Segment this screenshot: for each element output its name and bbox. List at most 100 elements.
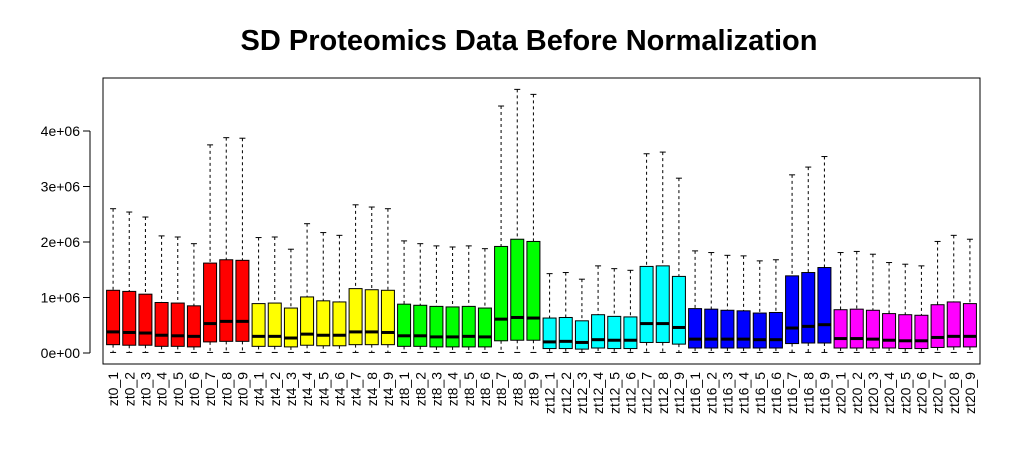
box-iqr bbox=[623, 316, 638, 350]
x-tick-label: zt8_2 bbox=[412, 372, 428, 406]
box-iqr bbox=[946, 301, 961, 348]
x-tick-label: zt4_4 bbox=[299, 372, 315, 406]
box-zt16_1 bbox=[688, 250, 703, 353]
box-zt8_7 bbox=[494, 105, 509, 353]
box-iqr bbox=[671, 275, 686, 345]
plot-frame bbox=[102, 77, 981, 365]
x-tick-label: zt16_4 bbox=[736, 372, 752, 414]
box-zt0_3 bbox=[138, 216, 153, 353]
box-zt16_9 bbox=[817, 156, 832, 353]
box-iqr bbox=[607, 315, 622, 350]
x-tick-label: zt16_5 bbox=[752, 372, 768, 414]
box-iqr bbox=[235, 259, 250, 342]
box-iqr bbox=[429, 305, 444, 348]
x-tick-label: zt12_6 bbox=[622, 372, 638, 414]
x-tick-label: zt4_2 bbox=[267, 372, 283, 406]
x-tick-label: zt0_7 bbox=[202, 372, 218, 406]
box-zt8_4 bbox=[445, 246, 460, 353]
x-tick-label: zt16_8 bbox=[800, 372, 816, 414]
box-iqr bbox=[300, 296, 315, 346]
box-iqr bbox=[106, 289, 121, 346]
box-zt20_8 bbox=[946, 234, 961, 353]
box-iqr bbox=[849, 308, 864, 349]
box-iqr bbox=[445, 306, 460, 348]
box-zt0_1 bbox=[106, 208, 121, 353]
x-tick-label: zt20_8 bbox=[946, 372, 962, 414]
x-tick-label: zt8_5 bbox=[461, 372, 477, 406]
box-iqr bbox=[704, 308, 719, 349]
x-tick-label: zt12_7 bbox=[639, 372, 655, 414]
box-zt8_8 bbox=[510, 88, 525, 353]
x-tick-label: zt0_8 bbox=[218, 372, 234, 406]
box-iqr bbox=[397, 303, 412, 347]
box-zt20_5 bbox=[898, 263, 913, 353]
x-tick-label: zt12_9 bbox=[671, 372, 687, 414]
box-zt8_2 bbox=[413, 243, 428, 353]
box-zt12_6 bbox=[623, 269, 638, 353]
box-iqr bbox=[639, 265, 654, 343]
box-zt16_3 bbox=[720, 254, 735, 353]
x-tick-label: zt4_6 bbox=[331, 372, 347, 406]
x-tick-label: zt4_1 bbox=[251, 372, 267, 406]
box-iqr bbox=[461, 305, 476, 348]
x-tick-label: zt4_9 bbox=[380, 372, 396, 406]
x-tick-label: zt4_5 bbox=[315, 372, 331, 406]
x-tick-label: zt12_5 bbox=[606, 372, 622, 414]
x-tick-label: zt12_4 bbox=[590, 372, 606, 414]
box-zt20_4 bbox=[882, 262, 897, 353]
boxes bbox=[106, 88, 977, 353]
box-iqr bbox=[930, 304, 945, 348]
box-zt4_7 bbox=[348, 204, 363, 353]
box-iqr bbox=[477, 307, 492, 348]
y-tick-label: 2e+06 bbox=[41, 234, 81, 250]
box-zt4_1 bbox=[251, 237, 266, 353]
x-tick-label: zt12_2 bbox=[558, 372, 574, 414]
box-zt16_2 bbox=[704, 252, 719, 353]
y-tick-label: 4e+06 bbox=[41, 123, 81, 139]
box-zt0_4 bbox=[154, 235, 169, 353]
box-iqr bbox=[251, 303, 266, 347]
x-tick-label: zt16_9 bbox=[816, 372, 832, 414]
box-zt4_5 bbox=[316, 232, 331, 353]
x-tick-label: zt0_1 bbox=[105, 372, 121, 406]
box-iqr bbox=[801, 272, 816, 344]
y-tick-label: 1e+06 bbox=[41, 290, 81, 306]
x-tick-label: zt12_8 bbox=[655, 372, 671, 414]
box-iqr bbox=[574, 320, 589, 350]
box-iqr bbox=[203, 262, 218, 343]
box-zt4_2 bbox=[267, 236, 282, 353]
x-tick-label: zt8_7 bbox=[493, 372, 509, 406]
box-iqr bbox=[768, 311, 783, 349]
x-tick-label: zt20_9 bbox=[962, 372, 978, 414]
box-zt0_5 bbox=[170, 236, 185, 353]
x-tick-label: zt0_9 bbox=[234, 372, 250, 406]
x-tick-label: zt0_2 bbox=[121, 372, 137, 406]
x-tick-label: zt0_6 bbox=[186, 372, 202, 406]
box-iqr bbox=[267, 302, 282, 347]
x-tick-label: zt12_1 bbox=[542, 372, 558, 414]
box-zt0_7 bbox=[203, 144, 218, 353]
box-zt0_8 bbox=[219, 137, 234, 353]
box-zt12_4 bbox=[591, 265, 606, 353]
x-tick-label: zt16_6 bbox=[768, 372, 784, 414]
box-iqr bbox=[494, 245, 509, 342]
box-zt8_3 bbox=[429, 245, 444, 353]
box-zt12_8 bbox=[655, 151, 670, 353]
box-iqr bbox=[558, 316, 573, 350]
box-zt12_9 bbox=[671, 177, 686, 353]
box-zt4_6 bbox=[332, 234, 347, 353]
box-iqr bbox=[720, 309, 735, 349]
box-zt12_7 bbox=[639, 153, 654, 353]
x-tick-label: zt8_9 bbox=[525, 372, 541, 406]
box-zt0_2 bbox=[122, 211, 137, 353]
x-tick-label: zt20_6 bbox=[913, 372, 929, 414]
box-iqr bbox=[219, 259, 234, 342]
box-iqr bbox=[380, 289, 395, 346]
box-zt0_6 bbox=[186, 243, 201, 353]
x-tick-label: zt0_4 bbox=[154, 372, 170, 406]
box-zt20_7 bbox=[930, 240, 945, 353]
box-iqr bbox=[833, 309, 848, 349]
box-zt8_9 bbox=[526, 93, 541, 353]
box-iqr bbox=[122, 290, 137, 346]
x-tick-label: zt20_7 bbox=[930, 372, 946, 414]
